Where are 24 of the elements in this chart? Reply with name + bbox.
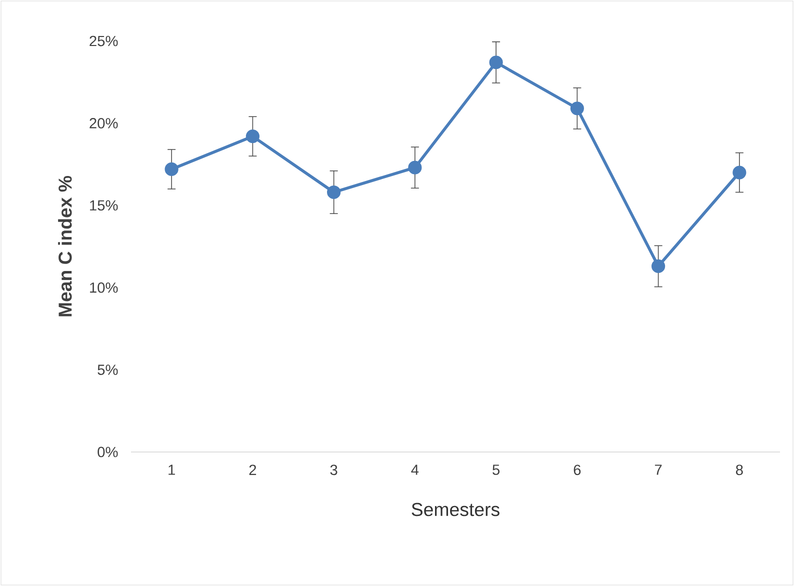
y-axis-title: Mean C index % <box>58 176 72 316</box>
point <box>489 56 503 70</box>
x-tick-label: 7 <box>654 464 662 475</box>
y-tick-label: 5% <box>98 364 118 375</box>
x-axis-title: Semesters <box>412 502 500 516</box>
y-tick-label: 10% <box>90 282 118 293</box>
point <box>732 166 746 180</box>
y-tick-label: 25% <box>90 36 118 46</box>
x-tick-label: 5 <box>492 464 500 475</box>
y-tick-label: 15% <box>90 200 118 211</box>
point <box>246 130 260 144</box>
point <box>408 160 422 174</box>
point <box>570 102 584 116</box>
x-tick-label: 3 <box>330 464 338 476</box>
point <box>327 185 341 200</box>
y-tick-label: 0% <box>98 446 118 458</box>
x-tick-label: 8 <box>736 464 743 476</box>
x-tick-label: 1 <box>168 464 175 475</box>
y-tick-label: 20% <box>90 118 118 128</box>
point <box>164 162 178 176</box>
point <box>651 259 666 274</box>
x-tick-label: 2 <box>249 464 256 475</box>
x-tick-label: 4 <box>411 464 419 475</box>
x-tick-label: 6 <box>574 464 581 476</box>
